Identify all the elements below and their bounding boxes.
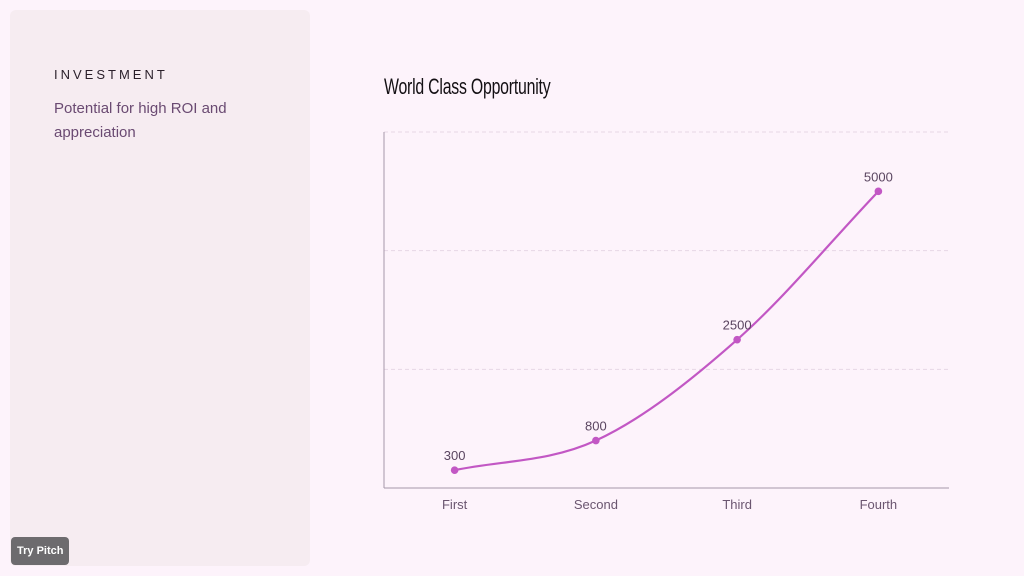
- chart-title: World Class Opportunity: [384, 74, 551, 99]
- data-label: 300: [444, 448, 466, 463]
- try-pitch-button[interactable]: Try Pitch: [11, 537, 70, 565]
- data-label: 5000: [864, 169, 893, 184]
- data-point: [450, 466, 459, 475]
- section-subtitle: Potential for high ROI and appreciation: [54, 100, 227, 141]
- x-tick-label: First: [442, 497, 468, 512]
- data-point: [874, 187, 883, 196]
- x-tick-label: Fourth: [860, 497, 898, 512]
- section-kicker: INVESTMENT: [54, 67, 168, 82]
- x-tick-label: Third: [722, 497, 752, 512]
- x-tick-label: Second: [574, 497, 618, 512]
- data-point: [733, 335, 741, 344]
- side-panel: [10, 10, 310, 566]
- data-label: 800: [585, 419, 607, 434]
- data-point: [592, 436, 600, 445]
- data-label: 2500: [723, 318, 752, 333]
- series-line: [454, 190, 880, 472]
